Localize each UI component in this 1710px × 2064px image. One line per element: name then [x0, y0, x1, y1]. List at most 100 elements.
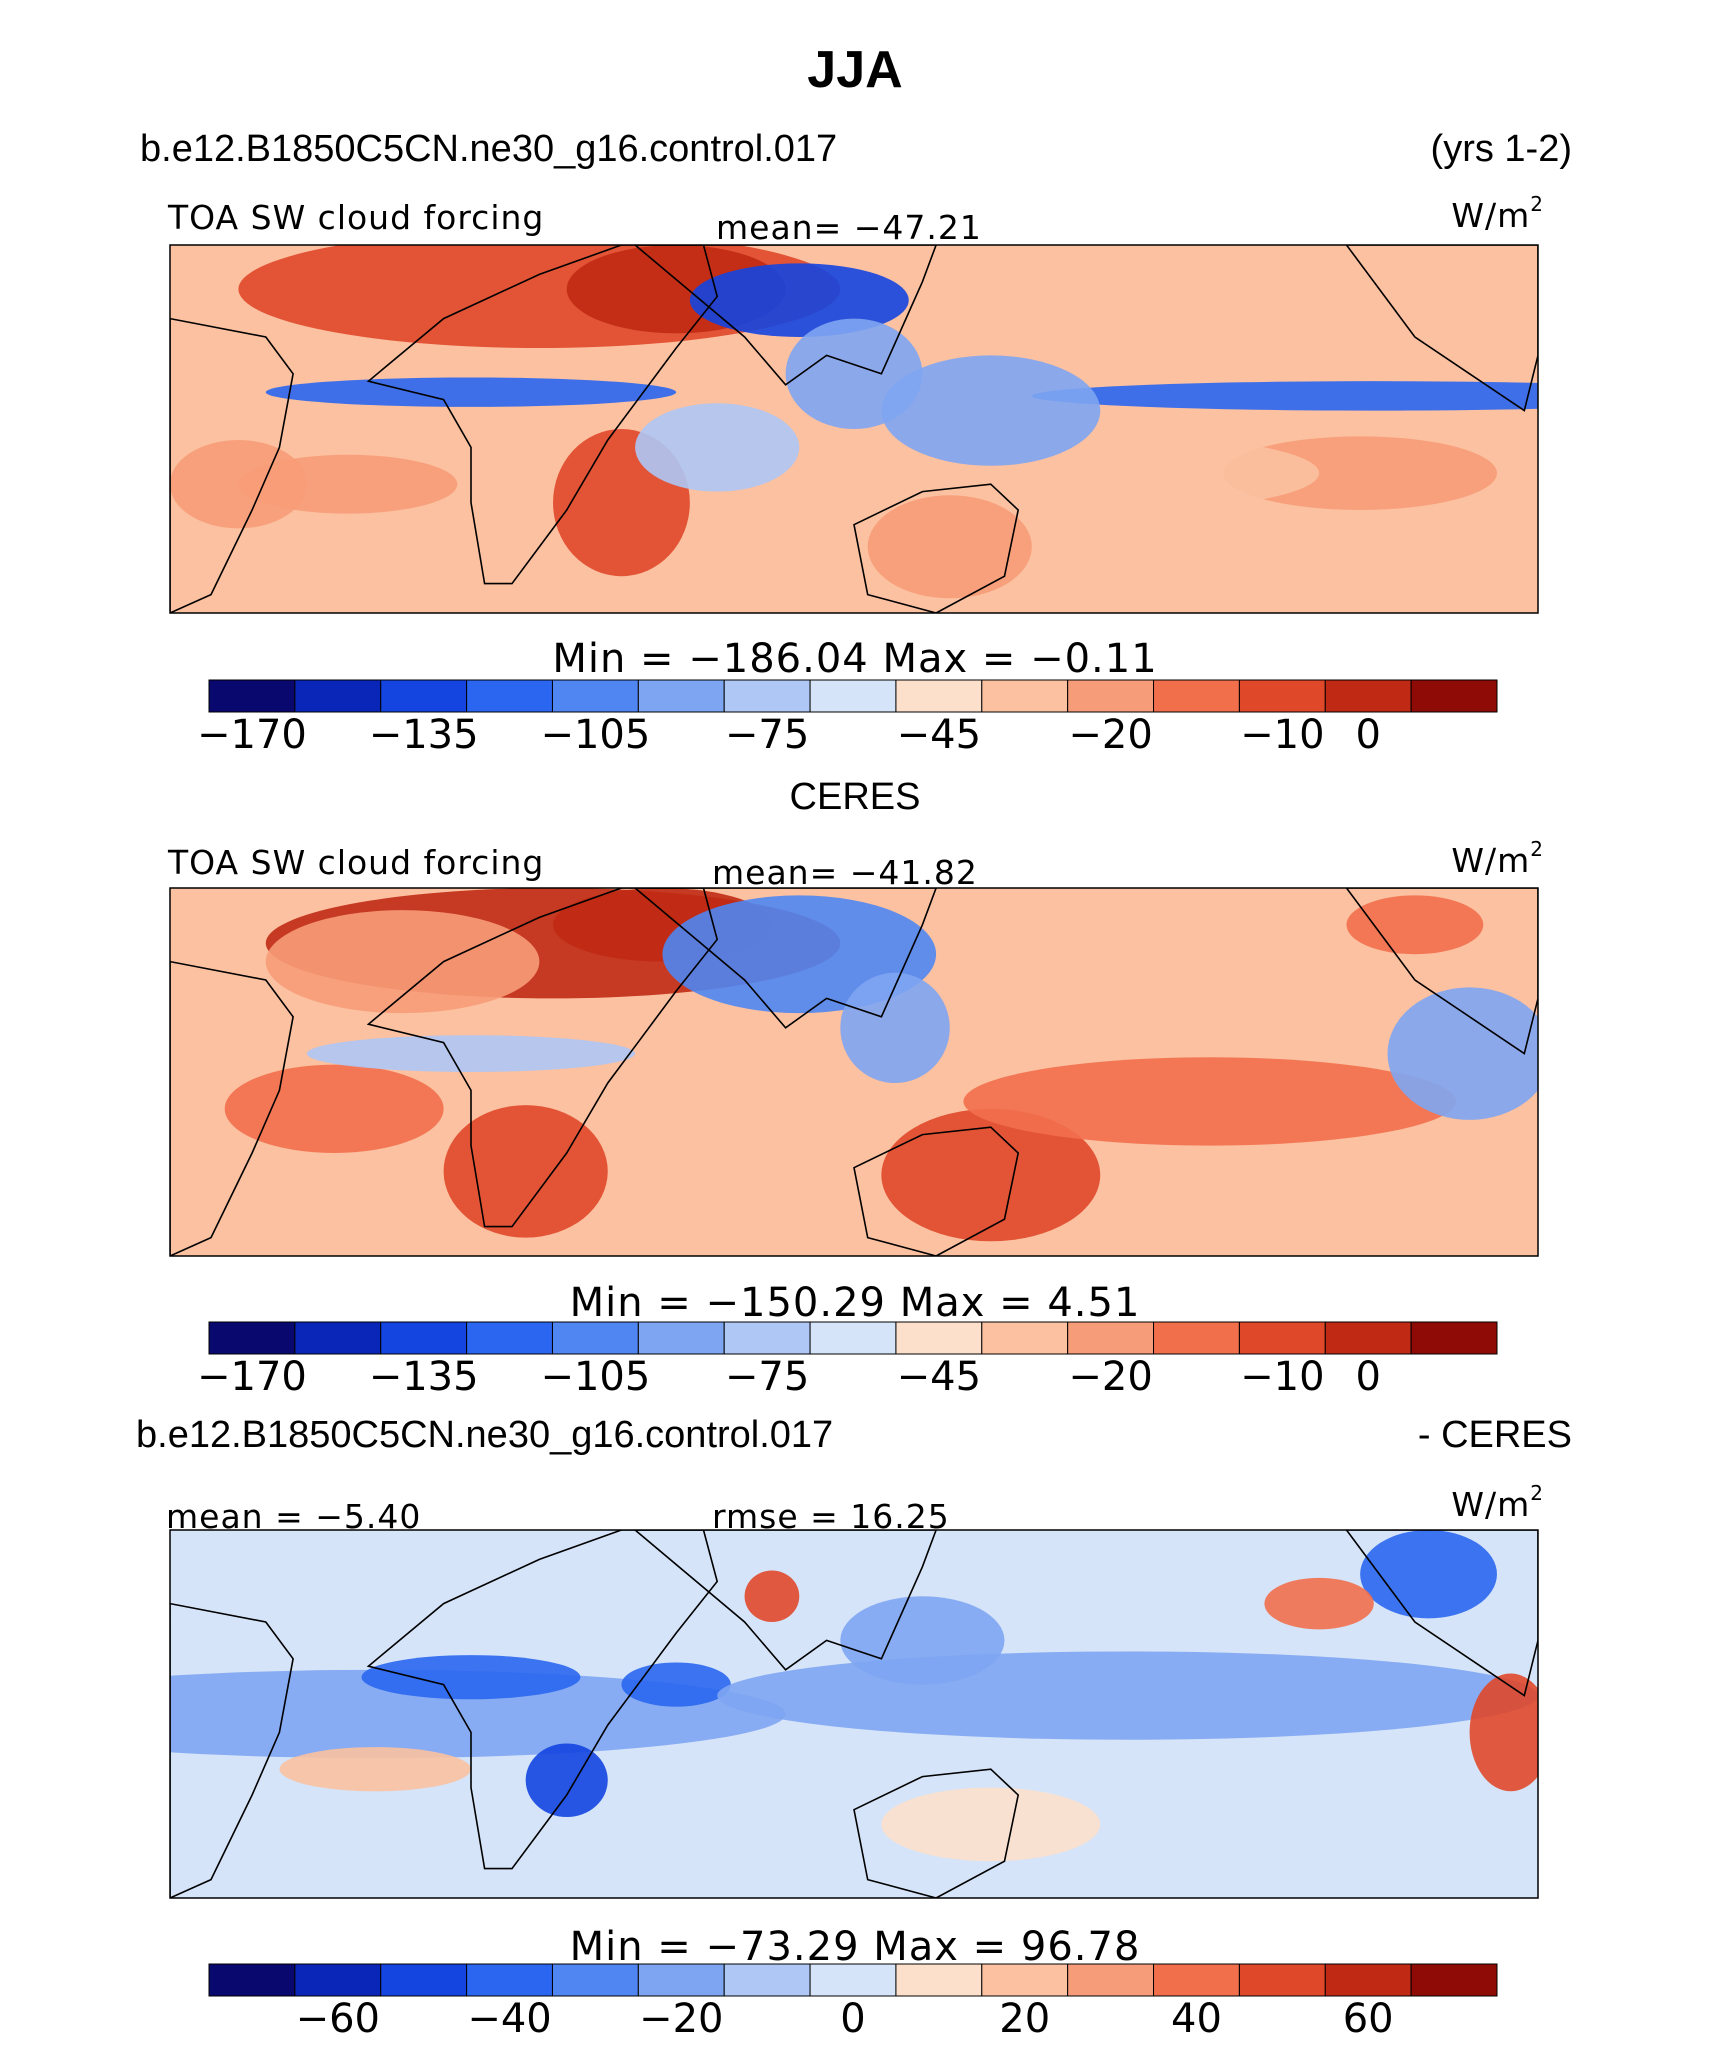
colorbar-tick-label: −45: [896, 712, 982, 758]
field-patch: [1031, 381, 1538, 411]
colorbar-swatch: [466, 1963, 553, 1997]
colorbar-tick-label: −20: [639, 1996, 724, 2042]
panel3-diff-label: - CERES: [1417, 1414, 1572, 1456]
coastline: [853, 483, 1020, 613]
colorbar-swatch: [294, 679, 382, 713]
map-panel-2: [169, 887, 1539, 1257]
colorbar-tick-label: −170: [196, 1354, 307, 1400]
colorbar-swatch: [208, 1963, 296, 1997]
colorbar-tick-label: 0: [840, 1996, 866, 2042]
colorbar-tick-label: −10: [1240, 712, 1325, 758]
colorbar-swatch: [208, 1321, 296, 1355]
colorbar-tick-label: −40: [467, 1996, 552, 2042]
field-patch: [1264, 1577, 1374, 1630]
map-frame: [169, 244, 1539, 614]
panel2-units: W/m2: [1451, 837, 1544, 880]
colorbar-tick-label: −60: [295, 1996, 380, 2042]
colorbar-swatch: [981, 1321, 1069, 1355]
colorbar-swatch: [466, 679, 553, 713]
colorbar-tick-label: −20: [1068, 712, 1153, 758]
coastline: [170, 317, 294, 613]
colorbar-swatch: [895, 1321, 983, 1355]
field-patch: [361, 1655, 581, 1700]
map-field-2: [170, 888, 1538, 1256]
colorbar-tick-label: 0: [1355, 712, 1381, 758]
field-patch: [1469, 1673, 1538, 1792]
field-patch: [785, 318, 923, 429]
field-patch: [265, 910, 540, 1014]
field-patch: [744, 1570, 800, 1622]
colorbar-swatch: [380, 1321, 468, 1355]
colorbar-swatch: [1153, 1321, 1240, 1355]
field-patch: [635, 403, 800, 492]
map-field-3: [170, 1530, 1538, 1898]
field-patch: [279, 1747, 471, 1792]
coastline: [633, 888, 937, 1029]
panel2-dataset-name: CERES: [789, 776, 921, 818]
panel1-mean-label: mean= −47.21: [716, 208, 982, 247]
colorbar-2: [208, 1321, 1498, 1355]
colorbar-swatch: [1153, 679, 1240, 713]
coastline: [366, 1530, 719, 1870]
colorbar-tick-label: −20: [1068, 1354, 1153, 1400]
field-patch: [840, 1596, 1005, 1685]
coastline: [366, 245, 719, 585]
colorbar-swatch: [809, 1321, 897, 1355]
colorbar-tick-label: 0: [1355, 1354, 1381, 1400]
colorbar-swatch: [1153, 1963, 1240, 1997]
map-panel-3: [169, 1529, 1539, 1899]
colorbar-swatch: [809, 679, 897, 713]
colorbar-swatch: [208, 679, 296, 713]
colorbar-swatch: [895, 1963, 983, 1997]
map-panel-1: [169, 244, 1539, 614]
coastline: [633, 1530, 937, 1671]
colorbar-tick-label: −105: [540, 712, 651, 758]
colorbar-tick-label: 60: [1342, 1996, 1394, 2042]
colorbar-1: [208, 679, 1498, 713]
field-patch: [1031, 943, 1361, 1017]
panel2-variable-label: TOA SW cloud forcing: [168, 843, 545, 882]
field-patch: [525, 1743, 608, 1818]
panel2-minmax: Min = −150.29 Max = 4.51: [569, 1280, 1141, 1326]
colorbar-tick-label: −105: [540, 1354, 651, 1400]
colorbar-swatch: [380, 1963, 468, 1997]
field-patch: [170, 440, 307, 529]
colorbar-swatch: [981, 679, 1069, 713]
field-patch: [1360, 1530, 1497, 1619]
coastline: [170, 960, 294, 1256]
panel3-minmax: Min = −73.29 Max = 96.78: [569, 1924, 1141, 1970]
colorbar-tick-label: −75: [724, 712, 810, 758]
colorbar-swatch: [1238, 1963, 1326, 1997]
colorbar-swatch: [1324, 1963, 1412, 1997]
colorbar-swatch: [1067, 1321, 1155, 1355]
colorbar-tick-label: 40: [1171, 1996, 1222, 2042]
coastline: [1345, 888, 1538, 1055]
field-patch: [881, 1108, 1101, 1242]
field-patch: [1346, 895, 1484, 955]
colorbar-swatch: [380, 679, 468, 713]
field-patch: [621, 1662, 731, 1707]
colorbar-swatch: [981, 1963, 1069, 1997]
colorbar-swatch: [637, 1963, 725, 1997]
field-patch: [306, 1035, 636, 1072]
colorbar-swatch: [1238, 679, 1326, 713]
colorbar-swatch: [466, 1321, 553, 1355]
map-field-1: [170, 245, 1538, 613]
colorbar-swatch: [1324, 1321, 1412, 1355]
coastline: [366, 888, 719, 1228]
colorbar-swatch: [1324, 679, 1412, 713]
panel3-case-name: b.e12.B1850C5CN.ne30_g16.control.017: [136, 1414, 834, 1456]
panel3-units: W/m2: [1451, 1481, 1544, 1524]
colorbar-swatch: [809, 1963, 897, 1997]
field-patch: [1387, 987, 1538, 1120]
colorbar-swatch: [294, 1963, 382, 1997]
field-patch: [840, 972, 950, 1084]
field-patch: [717, 1651, 1538, 1740]
map-frame: [169, 887, 1539, 1257]
panel1-years: (yrs 1-2): [1430, 128, 1572, 170]
colorbar-swatch: [1067, 679, 1155, 713]
colorbar-swatch: [1238, 1321, 1326, 1355]
colorbar-swatch: [551, 679, 639, 713]
coastline: [633, 245, 937, 386]
